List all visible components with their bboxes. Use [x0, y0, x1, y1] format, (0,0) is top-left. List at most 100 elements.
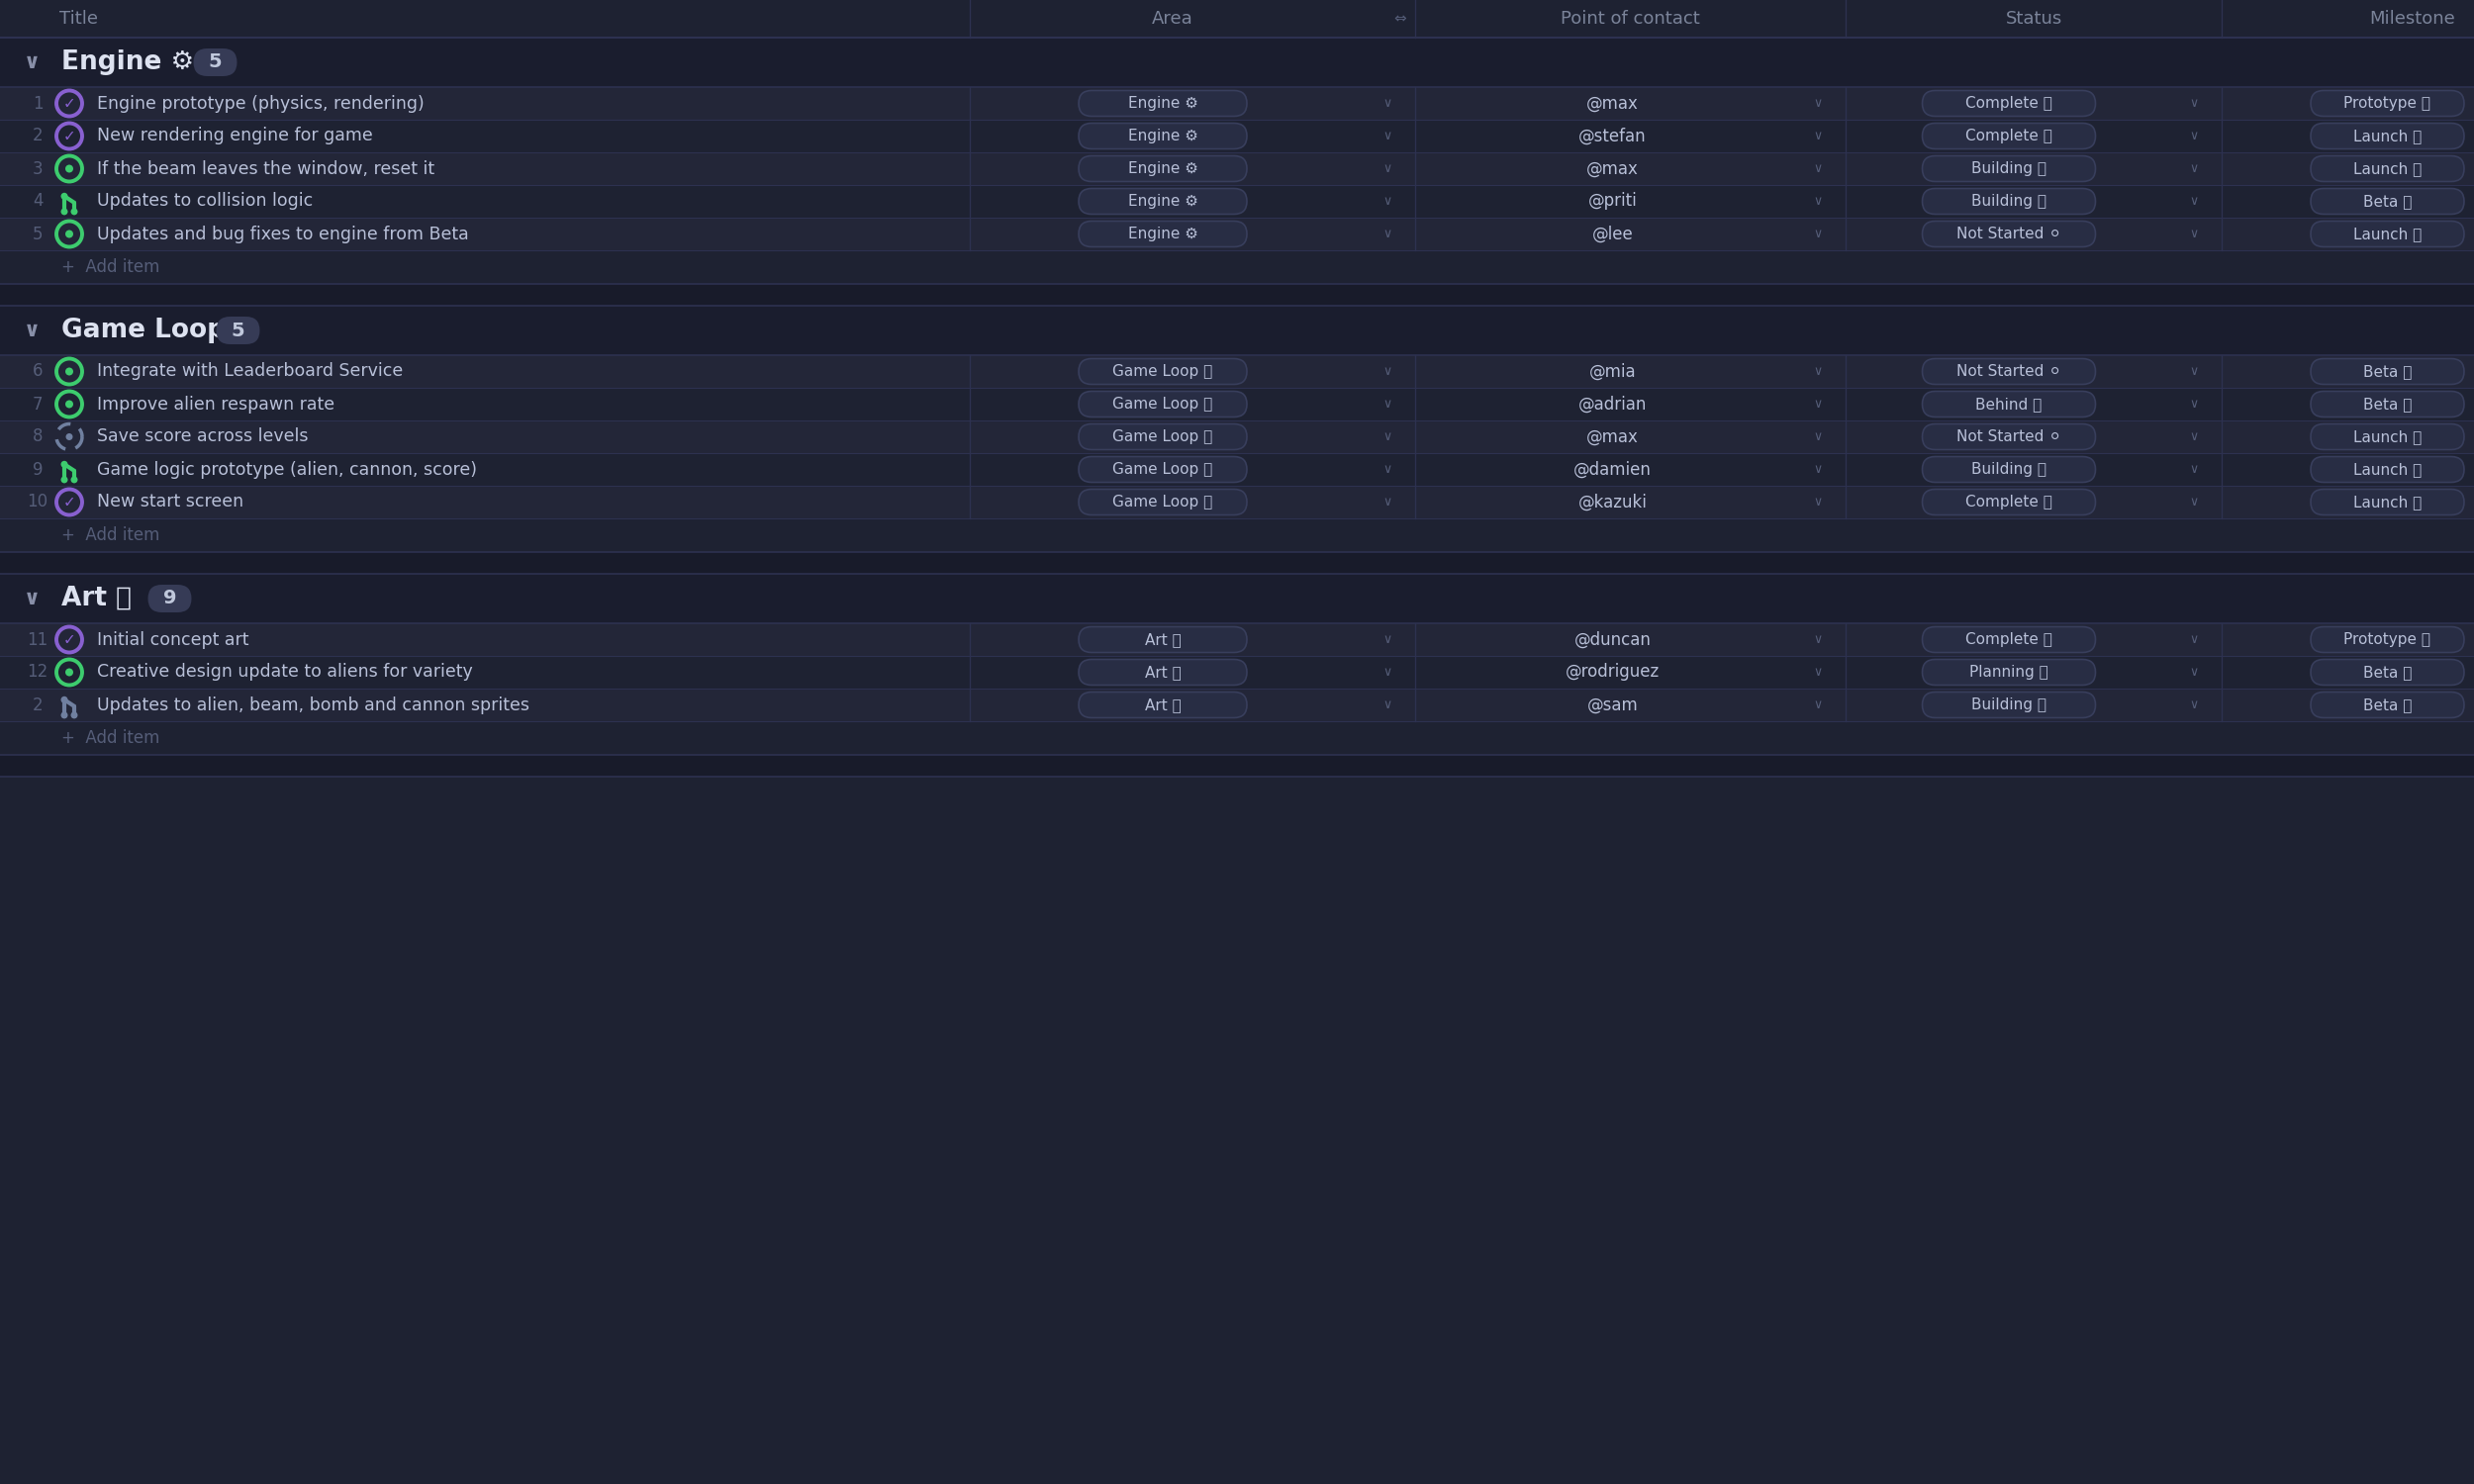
FancyBboxPatch shape [2311, 659, 2464, 686]
FancyBboxPatch shape [2311, 123, 2464, 148]
Text: @priti: @priti [1588, 193, 1638, 211]
Text: ∨: ∨ [2189, 365, 2199, 378]
Text: 1: 1 [32, 95, 42, 113]
Bar [0, 721, 2474, 755]
Circle shape [64, 401, 74, 408]
Circle shape [67, 433, 72, 441]
Text: Updates and bug fixes to engine from Beta: Updates and bug fixes to engine from Bet… [96, 226, 470, 243]
FancyBboxPatch shape [2311, 490, 2464, 515]
Text: +  Add item: + Add item [62, 258, 161, 276]
FancyBboxPatch shape [1079, 659, 1247, 686]
Text: @rodriguez: @rodriguez [1566, 663, 1660, 681]
Text: ∨: ∨ [1813, 96, 1823, 110]
FancyBboxPatch shape [2311, 692, 2464, 718]
Text: Improve alien respawn rate: Improve alien respawn rate [96, 395, 334, 413]
FancyBboxPatch shape [1922, 659, 2095, 686]
Text: Beta 🌱: Beta 🌱 [2363, 396, 2412, 411]
Text: Integrate with Leaderboard Service: Integrate with Leaderboard Service [96, 362, 403, 380]
Text: ∨: ∨ [1813, 666, 1823, 678]
Text: 11: 11 [27, 631, 47, 649]
Text: ∨: ∨ [1383, 129, 1393, 142]
FancyBboxPatch shape [1079, 490, 1247, 515]
Text: Planning 🗓️: Planning 🗓️ [1969, 665, 2048, 680]
Text: ∨: ∨ [1383, 96, 1393, 110]
FancyBboxPatch shape [1922, 221, 2095, 246]
Text: Launch 🚀: Launch 🚀 [2353, 429, 2422, 444]
Text: @sam: @sam [1586, 696, 1638, 714]
Text: ∨: ∨ [1813, 496, 1823, 509]
FancyBboxPatch shape [2311, 91, 2464, 116]
FancyBboxPatch shape [1922, 91, 2095, 116]
Text: Behind 🔴: Behind 🔴 [1977, 396, 2041, 411]
Text: @mia: @mia [1588, 362, 1635, 380]
Circle shape [62, 696, 67, 703]
Bar [0, 283, 2474, 306]
Text: ∨: ∨ [2189, 129, 2199, 142]
Text: @adrian: @adrian [1578, 395, 1648, 413]
Text: ∨: ∨ [2189, 96, 2199, 110]
Text: 5: 5 [208, 53, 223, 71]
Text: Prototype 🚀: Prototype 🚀 [2343, 632, 2432, 647]
Bar [0, 251, 2474, 283]
Text: Engine ⚙️: Engine ⚙️ [1128, 96, 1197, 111]
Text: Not Started ⚪: Not Started ⚪ [1957, 429, 2061, 444]
Bar [0, 218, 2474, 251]
Circle shape [64, 368, 74, 375]
Text: @lee: @lee [1591, 226, 1633, 243]
FancyBboxPatch shape [1922, 692, 2095, 718]
Bar [0, 153, 2474, 186]
FancyBboxPatch shape [148, 585, 190, 613]
Text: @stefan: @stefan [1578, 128, 1648, 145]
Bar [0, 0, 2474, 37]
Circle shape [62, 476, 67, 484]
Text: Game Loop 🎮: Game Loop 🎮 [1113, 429, 1212, 444]
Text: Area: Area [1153, 10, 1192, 28]
Bar [0, 776, 2474, 1484]
Text: 7: 7 [32, 395, 42, 413]
Text: Launch 🚀: Launch 🚀 [2353, 494, 2422, 509]
Text: Complete ✅: Complete ✅ [1964, 129, 2053, 144]
Text: 4: 4 [32, 193, 42, 211]
Text: Building 🗓️: Building 🗓️ [1972, 194, 2046, 209]
Text: Beta 🌱: Beta 🌱 [2363, 665, 2412, 680]
FancyBboxPatch shape [193, 49, 238, 76]
Text: Complete ✅: Complete ✅ [1964, 632, 2053, 647]
FancyBboxPatch shape [2311, 626, 2464, 653]
Text: @damien: @damien [1573, 460, 1653, 478]
Bar [0, 485, 2474, 518]
Text: Game Loop 🎮: Game Loop 🎮 [1113, 364, 1212, 378]
Text: New rendering engine for game: New rendering engine for game [96, 128, 374, 145]
Bar [0, 574, 2474, 623]
FancyBboxPatch shape [2311, 188, 2464, 214]
Bar [0, 355, 2474, 387]
Text: Initial concept art: Initial concept art [96, 631, 250, 649]
Circle shape [64, 668, 74, 677]
Text: Beta 🌱: Beta 🌱 [2363, 697, 2412, 712]
Text: ∨: ∨ [1813, 162, 1823, 175]
Circle shape [62, 193, 67, 200]
Text: 6: 6 [32, 362, 42, 380]
Circle shape [72, 208, 77, 215]
Text: 12: 12 [27, 663, 47, 681]
Text: ∨: ∨ [22, 52, 40, 73]
Text: ✓: ✓ [62, 129, 77, 144]
Text: Building 🗓️: Building 🗓️ [1972, 462, 2046, 476]
Circle shape [62, 712, 67, 718]
Text: @max: @max [1586, 427, 1638, 445]
FancyBboxPatch shape [2311, 221, 2464, 246]
Text: ∨: ∨ [2189, 699, 2199, 711]
Text: ∨: ∨ [2189, 430, 2199, 444]
Text: ∨: ∨ [2189, 227, 2199, 240]
Text: +  Add item: + Add item [62, 729, 161, 746]
Bar [0, 88, 2474, 120]
Text: @duncan: @duncan [1573, 631, 1650, 649]
Text: ∨: ∨ [22, 589, 40, 608]
Text: 9: 9 [163, 589, 176, 608]
Text: Engine ⚙️: Engine ⚙️ [62, 49, 193, 76]
Text: ∨: ∨ [2189, 194, 2199, 208]
Text: Game Loop 🎮: Game Loop 🎮 [1113, 462, 1212, 476]
FancyBboxPatch shape [2311, 457, 2464, 482]
Text: Prototype 🚀: Prototype 🚀 [2343, 96, 2432, 111]
Text: 5: 5 [32, 226, 42, 243]
Text: Complete ✅: Complete ✅ [1964, 494, 2053, 509]
